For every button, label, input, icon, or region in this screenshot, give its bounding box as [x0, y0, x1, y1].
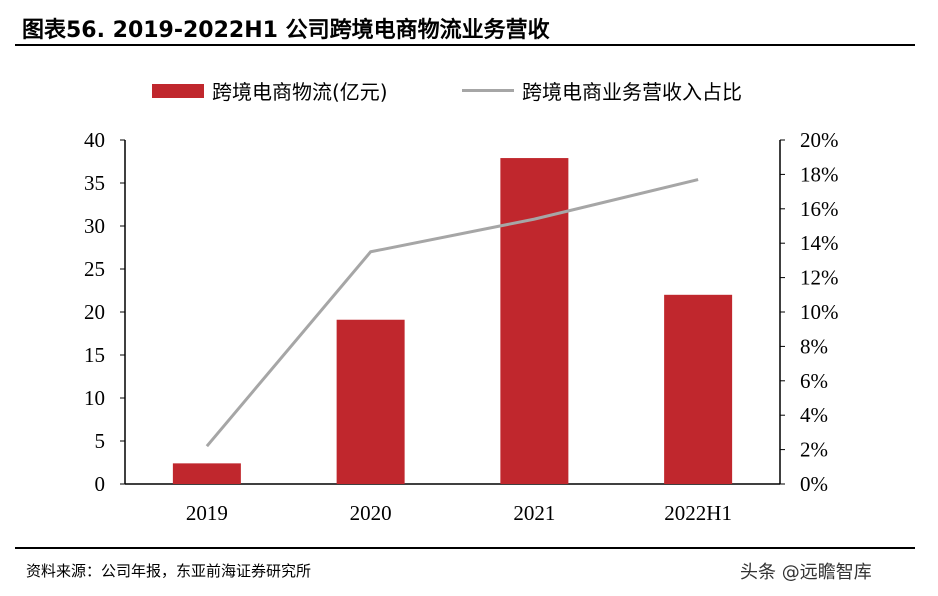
left-tick-label: 40 — [84, 128, 105, 152]
bar-2019 — [172, 463, 241, 484]
left-tick-label: 15 — [84, 343, 105, 367]
legend-label-line: 跨境电商业务营收入占比 — [522, 80, 742, 104]
right-tick-label: 16% — [800, 197, 839, 221]
right-tick-label: 20% — [800, 128, 839, 152]
left-tick-label: 30 — [84, 214, 105, 238]
legend-item-bar: 跨境电商物流(亿元) — [152, 76, 388, 105]
right-tick-label: 14% — [800, 231, 839, 255]
legend-item-line: 跨境电商业务营收入占比 — [462, 76, 742, 105]
left-tick-label: 0 — [95, 472, 106, 496]
chart-title: 图表56. 2019-2022H1 公司跨境电商物流业务营收 — [22, 18, 550, 43]
left-tick-label: 25 — [84, 257, 105, 281]
bar-2021 — [500, 158, 569, 484]
legend-swatch-line — [462, 89, 514, 92]
right-tick-label: 8% — [800, 334, 828, 358]
right-tick-label: 4% — [800, 403, 828, 427]
legend-label-bar: 跨境电商物流(亿元) — [212, 80, 388, 104]
title-rule — [15, 44, 915, 46]
right-tick-label: 2% — [800, 438, 828, 462]
right-tick-label: 6% — [800, 369, 828, 393]
share-line — [205, 178, 699, 448]
left-tick-label: 5 — [95, 429, 106, 453]
x-tick-label: 2021 — [513, 501, 555, 525]
right-tick-label: 10% — [800, 300, 839, 324]
x-tick-label: 2019 — [186, 501, 228, 525]
right-tick-label: 18% — [800, 162, 839, 186]
source-rule — [15, 547, 915, 549]
bar-2022H1 — [664, 294, 733, 484]
x-tick-label: 2020 — [350, 501, 392, 525]
right-tick-label: 12% — [800, 266, 839, 290]
x-tick-label: 2022H1 — [664, 501, 732, 525]
legend-swatch-bar — [152, 83, 204, 98]
left-tick-label: 20 — [84, 300, 105, 324]
left-tick-label: 35 — [84, 171, 105, 195]
watermark: 头条 @远瞻智库 — [740, 562, 872, 583]
bar-2020 — [336, 319, 405, 484]
source-note: 资料来源：公司年报，东亚前海证券研究所 — [26, 562, 312, 580]
right-tick-label: 0% — [800, 472, 828, 496]
left-tick-label: 10 — [84, 386, 105, 410]
